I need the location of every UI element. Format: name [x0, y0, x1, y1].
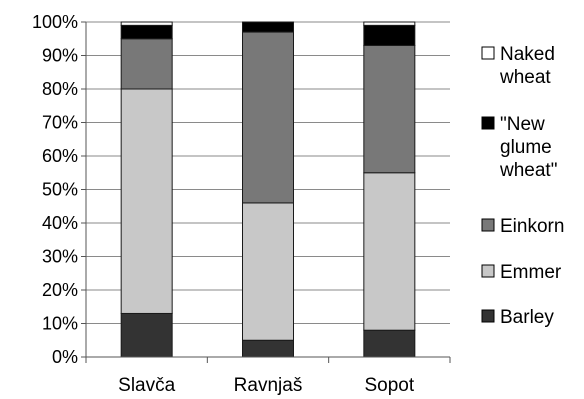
y-tick-label: 90% [42, 46, 78, 66]
y-tick-label: 100% [32, 12, 78, 32]
bar-segment-3-0 [120, 24, 173, 40]
x-tick-labels: Slavča Ravnjaš Sopot [118, 375, 415, 396]
y-tick-label: 50% [42, 180, 78, 200]
axes [81, 21, 451, 363]
legend-swatch [481, 309, 495, 323]
legend-swatch [481, 264, 495, 278]
bar-segment-2-2 [363, 44, 416, 174]
y-tick-label: 10% [42, 314, 78, 334]
y-tick-label: 30% [42, 247, 78, 267]
bar-segment-0-2 [363, 329, 416, 358]
y-tick-label: 20% [42, 280, 78, 300]
bar-segment-0-1 [242, 339, 294, 358]
legend-swatch [481, 116, 495, 130]
bar-segment-3-1 [242, 21, 294, 33]
bar-segment-1-0 [120, 88, 173, 314]
legend-swatch [481, 46, 495, 60]
legend-label: glume [500, 137, 552, 158]
bar-segment-2-0 [120, 38, 173, 90]
bar-segment-0-0 [120, 312, 173, 358]
legend-label: Naked [500, 44, 555, 65]
y-tick-labels: 0% 10% 20% 30% 40% 50% 60% 70% 80% 90% 100% [32, 12, 78, 367]
legend-label: wheat" [499, 160, 557, 181]
bars [120, 21, 416, 358]
legend-label: Einkorn [500, 216, 564, 237]
y-tick-label: 60% [42, 146, 78, 166]
x-tick-label: Slavča [118, 375, 175, 396]
legend-label: Emmer [500, 262, 562, 283]
bar-segment-1-1 [242, 202, 294, 341]
y-tick-label: 70% [42, 113, 78, 133]
bar-segment-4-0 [120, 21, 173, 26]
bar-segment-1-2 [363, 172, 416, 331]
y-tick-label: 40% [42, 213, 78, 233]
x-tick-label: Sopot [365, 375, 415, 396]
legend-label: Barley [500, 307, 554, 328]
bar-segment-3-2 [363, 24, 416, 46]
bar-segment-4-2 [363, 21, 416, 26]
y-tick-label: 80% [42, 79, 78, 99]
bar-segment-2-1 [242, 31, 294, 204]
legend-label: "New [500, 114, 545, 135]
y-tick-label: 0% [52, 347, 78, 367]
x-tick-label: Ravnjaš [234, 375, 303, 396]
legend-swatch [481, 218, 495, 232]
legend-label: wheat [499, 67, 551, 88]
